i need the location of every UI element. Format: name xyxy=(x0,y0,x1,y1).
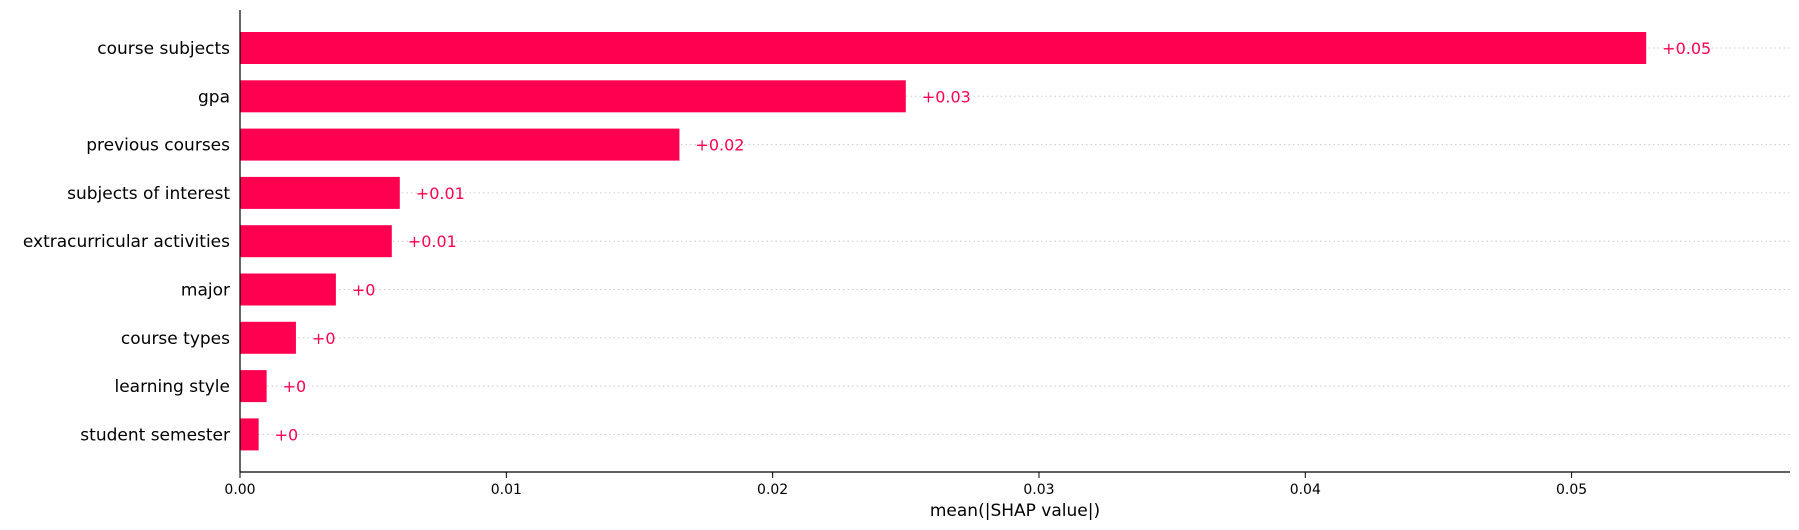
row-gridlines xyxy=(240,47,1790,435)
x-axis-title: mean(|SHAP value|) xyxy=(930,501,1100,521)
bar xyxy=(240,273,336,306)
category-label: course types xyxy=(121,329,230,349)
category-label: learning style xyxy=(114,377,230,397)
value-label: +0.01 xyxy=(416,184,465,203)
bar xyxy=(240,80,906,113)
bar xyxy=(240,370,267,403)
value-label: +0 xyxy=(352,281,376,300)
category-label: extracurricular activities xyxy=(23,232,230,252)
bar xyxy=(240,32,1647,64)
bar xyxy=(240,225,392,258)
value-label: +0 xyxy=(283,377,307,396)
x-tick-label: 0.02 xyxy=(757,482,788,498)
category-label: major xyxy=(181,281,230,301)
bar xyxy=(240,128,680,161)
value-label: +0.05 xyxy=(1662,39,1711,58)
x-tick-label: 0.03 xyxy=(1023,482,1054,498)
value-labels: +0.05 +0.03 +0.02 +0.01 +0.01 +0 +0 +0 +0 xyxy=(275,39,1712,444)
value-label: +0 xyxy=(275,425,299,444)
category-labels: course subjects gpa previous courses subjec… xyxy=(23,39,230,445)
category-label: subjects of interest xyxy=(67,184,230,204)
x-axis-ticks: 0.00 0.01 0.02 0.03 0.04 0.05 xyxy=(224,472,1587,498)
bar xyxy=(240,321,296,354)
value-label: +0.02 xyxy=(695,136,744,155)
x-tick-label: 0.04 xyxy=(1290,482,1321,498)
x-tick-label: 0.01 xyxy=(491,482,522,498)
category-label: course subjects xyxy=(97,39,230,59)
bar xyxy=(240,176,400,209)
category-label: previous courses xyxy=(86,136,230,156)
bar xyxy=(240,418,259,451)
value-label: +0.01 xyxy=(408,232,457,251)
value-label: +0.03 xyxy=(922,87,971,106)
value-label: +0 xyxy=(312,329,336,348)
category-label: gpa xyxy=(198,87,230,107)
x-tick-label: 0.00 xyxy=(224,482,255,498)
bars-group xyxy=(240,32,1647,451)
x-tick-label: 0.05 xyxy=(1556,482,1587,498)
category-label: student semester xyxy=(80,425,230,445)
